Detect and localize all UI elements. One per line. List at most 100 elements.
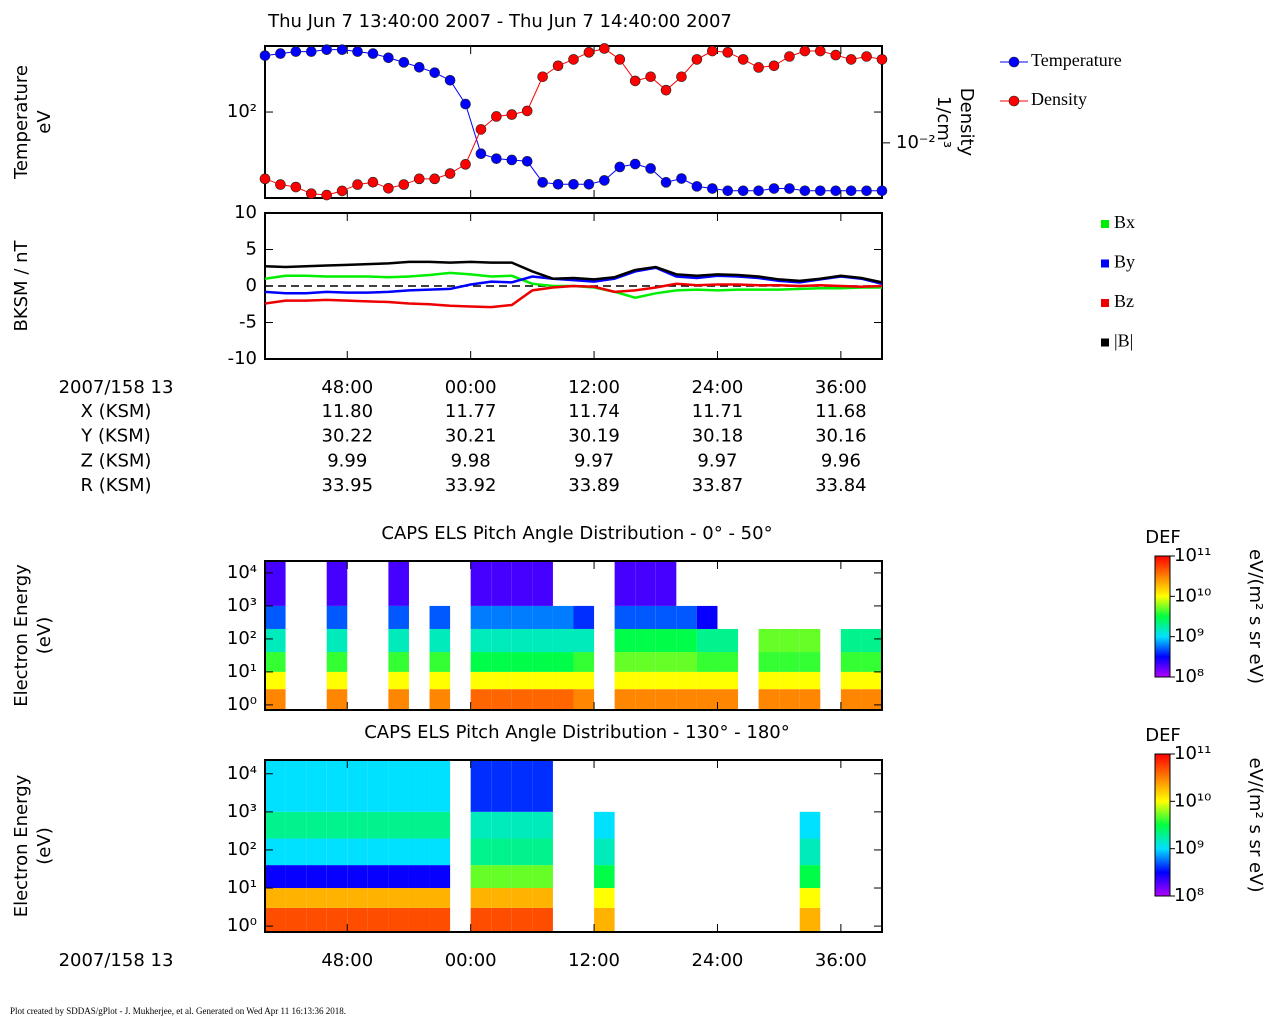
spectrogram-cell <box>470 907 492 932</box>
spectrogram-cell <box>265 628 286 653</box>
y-tick-label: 0 <box>246 275 257 296</box>
spectrogram-cell <box>532 561 553 606</box>
y-tick-label: 10² <box>227 101 257 122</box>
colorbar-tick-label: 10⁸ <box>1174 666 1204 687</box>
series-marker <box>691 181 703 192</box>
series-marker <box>691 54 703 65</box>
spectrogram-cell <box>285 888 307 908</box>
spectrogram-cell <box>552 671 574 690</box>
ephemeris-value: 30.19 <box>568 426 620 447</box>
spectrogram-cell <box>779 689 800 710</box>
spectrogram-cell <box>326 888 348 908</box>
spectrogram-cell <box>265 865 286 889</box>
y2-axis-label: 1/cm³ <box>933 96 954 148</box>
spectrogram-cell <box>573 671 595 690</box>
spectrogram-cell <box>676 652 697 672</box>
ephemeris-label: X (KSM) <box>81 401 152 422</box>
spectrogram-cell <box>470 865 492 889</box>
spectrogram-cell <box>429 865 451 889</box>
spectrogram-cell <box>265 689 286 710</box>
panel: CAPS ELS Pitch Angle Distribution - 0° -… <box>11 523 1266 715</box>
spectrogram-cell <box>840 689 862 710</box>
spectrogram-cell <box>408 907 430 932</box>
series-marker <box>876 54 888 65</box>
spectrogram-cell <box>491 652 512 672</box>
y-tick-label: 10⁴ <box>227 763 257 784</box>
spectrogram-cell <box>491 561 512 606</box>
ephemeris-value: 30.22 <box>322 426 374 447</box>
spectrogram-cell <box>799 671 821 690</box>
series-marker <box>583 47 595 58</box>
spectrogram-cell <box>265 811 286 839</box>
spectrogram-cell <box>285 811 307 839</box>
spectrogram-cell <box>717 628 739 653</box>
plot-frame <box>264 45 883 199</box>
series-marker <box>629 75 641 87</box>
spectrogram-cell <box>347 888 368 908</box>
spectrogram-cell <box>840 671 862 690</box>
series-marker <box>676 173 687 184</box>
series-marker <box>707 45 718 57</box>
spectrogram-cell <box>429 838 451 866</box>
series-marker <box>614 54 626 65</box>
y-tick-label: 10¹ <box>227 877 257 898</box>
spectrogram-cell <box>408 811 430 839</box>
series-marker <box>722 185 734 197</box>
spectrogram-cell <box>285 760 307 812</box>
ephemeris-value: 33.84 <box>815 475 867 496</box>
legend-label: Density <box>1031 89 1087 109</box>
legend-marker <box>1008 95 1020 107</box>
spectrogram-cell <box>388 628 409 653</box>
spectrogram-cell <box>511 888 533 908</box>
ephemeris-value: 30.21 <box>445 426 497 447</box>
series-marker <box>645 163 656 174</box>
spectrogram-cell <box>799 907 821 932</box>
spectrogram-cell <box>470 838 492 866</box>
spectrogram-cell <box>347 760 368 812</box>
ephemeris-label: Z (KSM) <box>81 450 152 471</box>
spectrogram-cell <box>429 760 451 812</box>
colorbar-label: DEF <box>1145 725 1181 746</box>
footer: Plot created by SDDAS/gPlot - J. Mukherj… <box>10 1006 346 1016</box>
x-tick-label: 00:00 <box>445 950 497 971</box>
ephemeris-value: 9.97 <box>697 450 737 471</box>
spectrogram-cell <box>532 865 553 889</box>
spectrogram-cell <box>573 652 595 672</box>
series-marker <box>799 45 811 57</box>
series-marker <box>491 153 502 164</box>
x-tick-label: 36:00 <box>815 377 867 398</box>
y-axis-label: eV <box>34 110 55 134</box>
spectrogram-cell <box>388 865 409 889</box>
series-line <box>264 266 883 295</box>
series-marker <box>429 173 440 185</box>
spectrogram-cell <box>532 605 553 629</box>
spectrogram-cell <box>265 888 286 908</box>
spectrogram-cell <box>840 628 862 653</box>
y-axis-label: BKSM / nT <box>11 239 32 331</box>
spectrogram-cell <box>491 888 512 908</box>
series-marker <box>429 67 440 78</box>
spectrogram-cell <box>491 865 512 889</box>
spectrogram-cell <box>326 652 348 672</box>
colorbar-tick-label: 10¹⁰ <box>1174 790 1211 811</box>
x-tick-label: 00:00 <box>445 377 497 398</box>
spectrogram-cell <box>779 652 800 672</box>
series-marker <box>491 111 502 122</box>
series-marker <box>367 176 379 188</box>
x-tick-label: 48:00 <box>321 377 373 398</box>
series-marker <box>290 46 302 57</box>
spectrogram-cell <box>429 628 451 653</box>
spectrogram-cell <box>758 689 780 710</box>
series-marker <box>660 177 672 188</box>
spectrogram-cell <box>861 671 882 690</box>
series-marker <box>814 45 826 57</box>
spectrogram-cell <box>635 689 656 710</box>
x-tick-label: 24:00 <box>692 950 744 971</box>
legend-swatch <box>1101 338 1109 347</box>
spectrogram-cell <box>532 811 553 839</box>
series-line <box>264 49 882 192</box>
spectrogram-cell <box>367 888 389 908</box>
spectrogram-cell <box>429 907 451 932</box>
series-marker <box>305 46 317 57</box>
